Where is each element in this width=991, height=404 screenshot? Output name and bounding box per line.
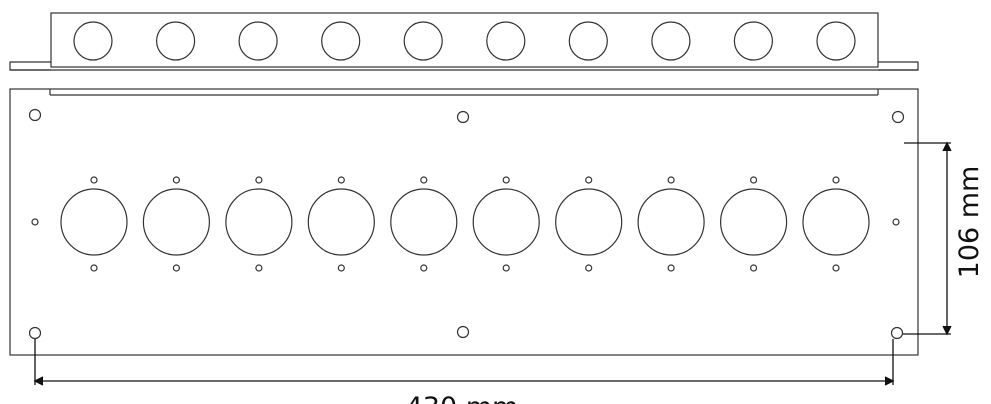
side-hole-left [31,218,39,226]
screw-hole-top [502,176,510,184]
height-arrow-bottom [942,325,952,336]
screw-hole-top [749,176,758,184]
strip-hole-5 [403,21,443,61]
screw-hole-bottom [337,264,345,272]
strip-hole-4 [321,21,361,61]
strip-hole-3 [238,21,278,61]
screw-hole-bottom [172,264,180,272]
screw-hole-bottom [667,264,675,272]
screw-hole-top [832,176,840,184]
screw-hole-bottom [255,264,263,272]
mounting-hole-bottom-right [890,326,904,340]
connector-cutout [60,188,128,256]
width-dimension [33,339,895,386]
screw-hole-top [172,176,180,184]
connector-10 [802,176,870,272]
top-strip-flange-left [9,61,51,71]
strip-hole-1 [73,21,113,61]
screw-hole-top [585,176,593,184]
connector-6 [472,176,540,272]
front-panel [9,88,919,356]
screw-hole-top [667,176,675,184]
connector-4 [307,176,375,272]
height-dimension [903,141,952,336]
connector-cutout [225,188,293,256]
side-hole-right [892,218,900,226]
mounting-hole-bottom-left [28,326,42,340]
top-strip-flange-right [878,61,919,71]
connector-cutout [142,188,210,256]
mounting-holes [28,108,905,340]
connector-cutouts [60,176,870,272]
mounting-hole-bottom-center [456,325,470,339]
screw-hole-bottom [90,264,98,272]
screw-hole-top [255,176,263,184]
connector-1 [60,176,128,272]
width-label: 430 mm [406,392,519,404]
screw-hole-top [337,176,345,184]
top-strip-holes [73,21,856,61]
screw-hole-bottom [749,264,758,272]
connector-8 [637,176,705,272]
mounting-hole-top-center [456,110,470,124]
width-arrow-right [884,376,895,386]
screw-hole-bottom [420,264,428,272]
top-strip-face [50,12,879,68]
screw-hole-bottom [502,264,510,272]
height-label: 106 mm [954,166,985,279]
connector-cutout [802,188,870,256]
connector-7 [555,176,623,272]
connector-cutout [719,188,788,256]
connector-2 [142,176,210,272]
strip-hole-10 [816,21,856,61]
strip-hole-8 [651,21,691,61]
connector-9 [719,176,788,272]
screw-hole-bottom [832,264,840,272]
connector-cutout [555,188,623,256]
connector-cutout [307,188,375,256]
connector-3 [225,176,293,272]
panel-outline [9,88,919,356]
connector-cutout [390,188,458,256]
strip-hole-7 [568,21,608,61]
mounting-hole-top-left [28,108,42,122]
height-arrow-top [942,141,952,152]
strip-hole-2 [156,21,196,61]
mounting-hole-top-right [891,110,905,124]
connector-cutout [637,188,705,256]
screw-hole-top [420,176,428,184]
top-strip [9,12,919,71]
connector-cutout [472,188,540,256]
connector-5 [390,176,458,272]
screw-hole-top [90,176,98,184]
width-arrow-left [33,376,44,386]
screw-hole-bottom [585,264,593,272]
strip-hole-6 [486,21,526,61]
strip-hole-9 [733,21,774,61]
